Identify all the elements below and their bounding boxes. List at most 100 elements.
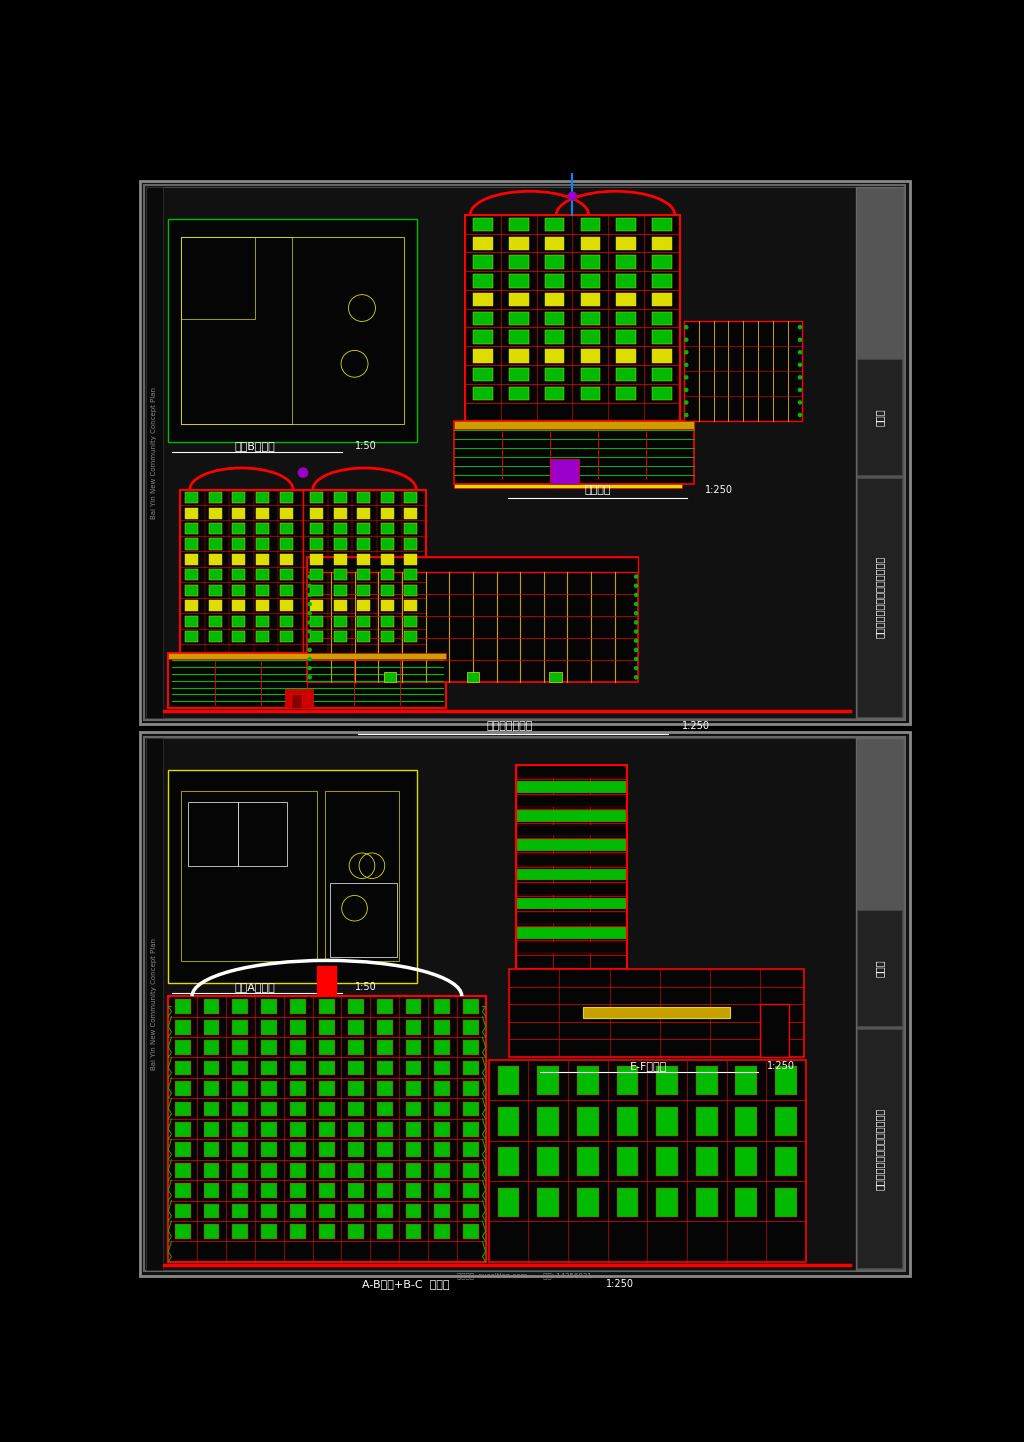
Bar [310, 600, 323, 611]
Bar [735, 1188, 758, 1217]
Bar [616, 386, 636, 401]
Bar [550, 672, 562, 682]
Bar [509, 969, 804, 1057]
Bar [406, 1204, 422, 1218]
Bar [168, 653, 446, 659]
Bar [581, 386, 600, 401]
Bar [175, 1224, 190, 1239]
Bar [434, 1142, 451, 1156]
Bar [145, 187, 904, 718]
Circle shape [799, 401, 802, 404]
Bar [185, 523, 199, 534]
Bar [406, 1102, 422, 1116]
Bar [463, 1082, 479, 1096]
Bar [652, 274, 672, 287]
Bar [406, 1184, 422, 1198]
Bar [404, 632, 418, 642]
Bar [185, 616, 199, 627]
Bar [280, 554, 293, 565]
Bar [652, 349, 672, 363]
Circle shape [308, 622, 311, 624]
Bar [334, 570, 346, 580]
Bar [509, 218, 528, 231]
Bar [204, 1184, 219, 1198]
Bar [652, 236, 672, 249]
Text: 沿街立面展開圖: 沿街立面展開圖 [486, 721, 532, 731]
Bar [656, 1188, 678, 1217]
Circle shape [635, 630, 638, 633]
Bar [209, 584, 222, 596]
Bar [377, 1204, 392, 1218]
Bar [348, 1040, 364, 1056]
Bar [404, 570, 418, 580]
Bar [381, 523, 394, 534]
Bar [856, 187, 904, 718]
Bar [517, 868, 626, 880]
Bar [307, 557, 638, 572]
Bar [616, 255, 636, 268]
Bar [857, 1030, 902, 1268]
Bar [509, 274, 528, 287]
Bar [517, 782, 626, 793]
Bar [204, 1162, 219, 1178]
Bar [463, 1122, 479, 1136]
Bar [232, 570, 246, 580]
Bar [509, 236, 528, 249]
Bar [463, 1204, 479, 1218]
Bar [232, 1224, 249, 1239]
Bar [735, 1148, 758, 1177]
Bar [256, 616, 269, 627]
Bar [463, 1040, 479, 1056]
Bar [517, 839, 626, 851]
Bar [232, 584, 246, 596]
Bar [577, 1107, 599, 1136]
Bar [334, 584, 346, 596]
Bar [310, 508, 323, 519]
Bar [404, 554, 418, 565]
Bar [280, 600, 293, 611]
Bar [377, 1082, 392, 1096]
Bar [144, 737, 905, 1270]
Bar [334, 632, 346, 642]
Bar [545, 255, 564, 268]
Bar [616, 330, 636, 345]
Bar [357, 523, 370, 534]
Bar [473, 274, 493, 287]
Circle shape [308, 649, 311, 652]
Text: Bai Yin New Community Concept Plan: Bai Yin New Community Concept Plan [152, 386, 158, 519]
Bar [185, 570, 199, 580]
Bar [261, 1204, 278, 1218]
Bar [348, 1184, 364, 1198]
Bar [256, 570, 269, 580]
Bar [357, 616, 370, 627]
Bar [434, 999, 451, 1014]
Bar [357, 538, 370, 549]
Bar [404, 492, 418, 503]
Bar [319, 1040, 335, 1056]
Bar [290, 1061, 306, 1076]
Bar [185, 554, 199, 565]
Bar [509, 293, 528, 306]
Bar [209, 523, 222, 534]
Bar [357, 492, 370, 503]
Bar [175, 1102, 190, 1116]
Bar [538, 1148, 559, 1177]
Text: 南立面圖: 南立面圖 [585, 485, 611, 495]
Bar [185, 508, 199, 519]
Circle shape [635, 649, 638, 652]
Bar [775, 1067, 797, 1096]
Bar [290, 999, 306, 1014]
Bar [285, 689, 313, 708]
Bar [209, 616, 222, 627]
Bar [857, 910, 902, 1027]
Bar [463, 1061, 479, 1076]
Bar [256, 492, 269, 503]
Bar [652, 330, 672, 345]
Bar [581, 368, 600, 382]
Bar [232, 600, 246, 611]
Bar [509, 330, 528, 345]
Bar [696, 1107, 718, 1136]
Bar [348, 1142, 364, 1156]
Bar [581, 274, 600, 287]
Bar [307, 557, 638, 682]
